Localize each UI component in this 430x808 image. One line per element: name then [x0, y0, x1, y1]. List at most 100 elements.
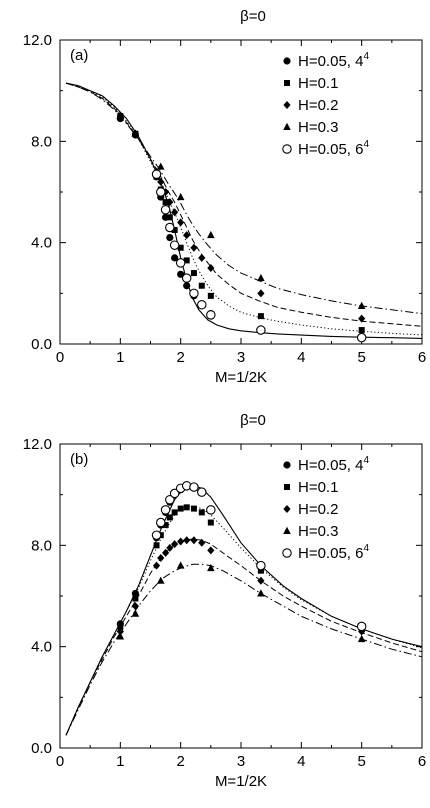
- chart-0-legend-superscript-4: 4: [363, 139, 369, 150]
- chart-0-curve-solid: [65, 82, 423, 339]
- chart-1-series-2-point: [161, 548, 170, 557]
- chart-0-legend-marker-4: [282, 144, 292, 154]
- chart-1-x-tick-label: 1: [116, 753, 124, 770]
- chart-0-series-1-point: [171, 227, 178, 233]
- chart-1-x-tick-label: 5: [357, 753, 365, 770]
- chart-0-series-2-point: [198, 253, 206, 262]
- chart-1-series-1-point: [117, 623, 124, 630]
- chart-1-y-tick-label: 4.0: [31, 639, 52, 656]
- chart-1-series-3-point: [116, 632, 125, 640]
- chart-0-curve-dotted: [65, 82, 423, 336]
- chart-1-series-2-point: [257, 576, 265, 585]
- chart-1-legend-text-2: H=0.2: [298, 501, 338, 518]
- chart-0-legend-label-2: H=0.2: [298, 97, 338, 114]
- chart-1-plot-frame: [59, 443, 423, 749]
- chart-1-y-tick-label: 0.0: [31, 740, 52, 757]
- chart-1-x-tick-label: 0: [56, 753, 64, 770]
- chart-0-series-4-point: [189, 288, 199, 299]
- chart-0-x-tick-label: 2: [176, 349, 184, 366]
- chart-0-series-0-point: [183, 282, 191, 290]
- chart-1-x-tick-label: 2: [176, 753, 184, 770]
- chart-1-series-4: [151, 481, 367, 632]
- chart-0-panel-label: (a): [70, 47, 88, 64]
- chart-1-title: β=0: [240, 412, 266, 429]
- chart-1-series-2-point: [131, 602, 140, 611]
- chart-1-x-tick-label: 3: [237, 753, 245, 770]
- chart-0-series-0-point: [166, 234, 174, 242]
- chart-0-legend-text-4: H=0.05, 6: [298, 141, 363, 158]
- chart-1-series-2-point: [183, 536, 191, 545]
- chart-1-series-4-point: [151, 530, 162, 540]
- chart-0-series-4-point: [165, 222, 175, 233]
- chart-0-series-1-point: [177, 244, 184, 251]
- chart-1-series-1-point: [132, 595, 139, 602]
- chart-1-series-0-point: [131, 589, 140, 598]
- chart-0-series-2-point: [171, 208, 179, 217]
- chart-1-series-1-point: [171, 509, 178, 516]
- chart-0-y-tick-label: 12.0: [23, 32, 52, 49]
- chart-0-series-3: [116, 111, 366, 309]
- chart-1-curve-dashdot: [65, 563, 423, 736]
- chart-0-series-4-point: [151, 169, 162, 180]
- chart-1-legend-label-2: H=0.2: [298, 501, 338, 518]
- chart-1-series-1-point: [207, 519, 214, 526]
- chart-0-series-1-point: [257, 313, 264, 320]
- chart-1-series-2-point: [171, 540, 179, 549]
- chart-1-legend-text-3: H=0.3: [298, 523, 338, 540]
- chart-0-x-tick-label: 0: [56, 349, 64, 366]
- chart-0-y-tick-label: 4.0: [31, 235, 52, 252]
- chart-1-legend-label-0: H=0.05, 44: [298, 455, 369, 474]
- chart-0-curve-dashdot: [65, 82, 423, 315]
- chart-1-series-3: [116, 561, 366, 643]
- chart-1-series-1-point: [177, 505, 184, 512]
- chart-1-legend-marker-3: [283, 526, 291, 534]
- chart-1-series-2-point: [177, 537, 185, 546]
- chart-0-legend-label-4: H=0.05, 64: [298, 139, 369, 158]
- chart-0-x-tick-label: 5: [357, 349, 365, 366]
- chart-0-series-2-point: [177, 218, 185, 227]
- chart-1-series-1-point: [153, 542, 160, 549]
- chart-1-series-1-point: [198, 509, 205, 516]
- chart-1-series-2-point: [166, 543, 174, 552]
- chart-1-series-4-point: [206, 505, 216, 515]
- chart-1-series-4-point: [165, 494, 175, 505]
- chart-1-series-3-point: [207, 563, 215, 572]
- chart-1-series-1-point: [257, 567, 264, 574]
- chart-1-series-1-point: [166, 514, 173, 521]
- chart-0-series-1-point: [207, 292, 214, 299]
- chart-1-series-4-point: [197, 487, 207, 497]
- chart-0-series-4-point: [256, 325, 266, 335]
- chart-1-series-3-point: [257, 589, 265, 597]
- chart-0-series-4: [151, 169, 367, 343]
- chart-0-series-3-point: [131, 129, 140, 137]
- chart-1-legend-label-1: H=0.1: [298, 479, 338, 496]
- chart-0-legend-superscript-0: 4: [363, 51, 369, 62]
- chart-0-series-4-point: [160, 204, 171, 215]
- chart-0-legend-marker-1: [284, 80, 290, 86]
- chart-1-series-3-point: [131, 609, 140, 617]
- chart-0-y-tick-label: 0.0: [31, 336, 52, 353]
- chart-0-x-tick-label: 1: [116, 349, 124, 366]
- chart-0-series-3-point: [176, 192, 185, 201]
- chart-1-series-4-point: [356, 621, 367, 632]
- chart-0-legend-marker-2: [283, 101, 291, 109]
- chart-1-legend-text-1: H=0.1: [298, 479, 338, 496]
- chart-0-legend-label-1: H=0.1: [298, 75, 338, 92]
- chart-0-series-0-point: [171, 254, 179, 262]
- chart-0-series-4-point: [206, 310, 216, 320]
- chart-0-legend-text-1: H=0.1: [298, 75, 338, 92]
- chart-1-series-2-point: [157, 554, 165, 562]
- chart-1-series-2-point: [190, 536, 198, 545]
- chart-0-series-4-point: [156, 187, 166, 197]
- chart-1-panel-label: (b): [70, 451, 88, 468]
- chart-0-series-4-point: [356, 332, 367, 343]
- chart-1-series-2-point: [116, 627, 124, 636]
- chart-1-x-axis-label: M=1/2K: [215, 773, 267, 790]
- chart-panel-b: β=0 0 1 2 3 4 5 6 0.0 4.0 8.0 12.0 M=1/2K (b) H=0.05, …: [0, 404, 430, 808]
- chart-1-series-4-point: [156, 517, 166, 528]
- chart-1-series-1-point: [190, 505, 197, 512]
- chart-0-series-3-point: [207, 230, 215, 239]
- chart-1-legend-label-4: H=0.05, 64: [298, 543, 369, 562]
- chart-1-y-tick-label: 8.0: [31, 537, 52, 554]
- chart-1-series-2-point: [207, 546, 215, 555]
